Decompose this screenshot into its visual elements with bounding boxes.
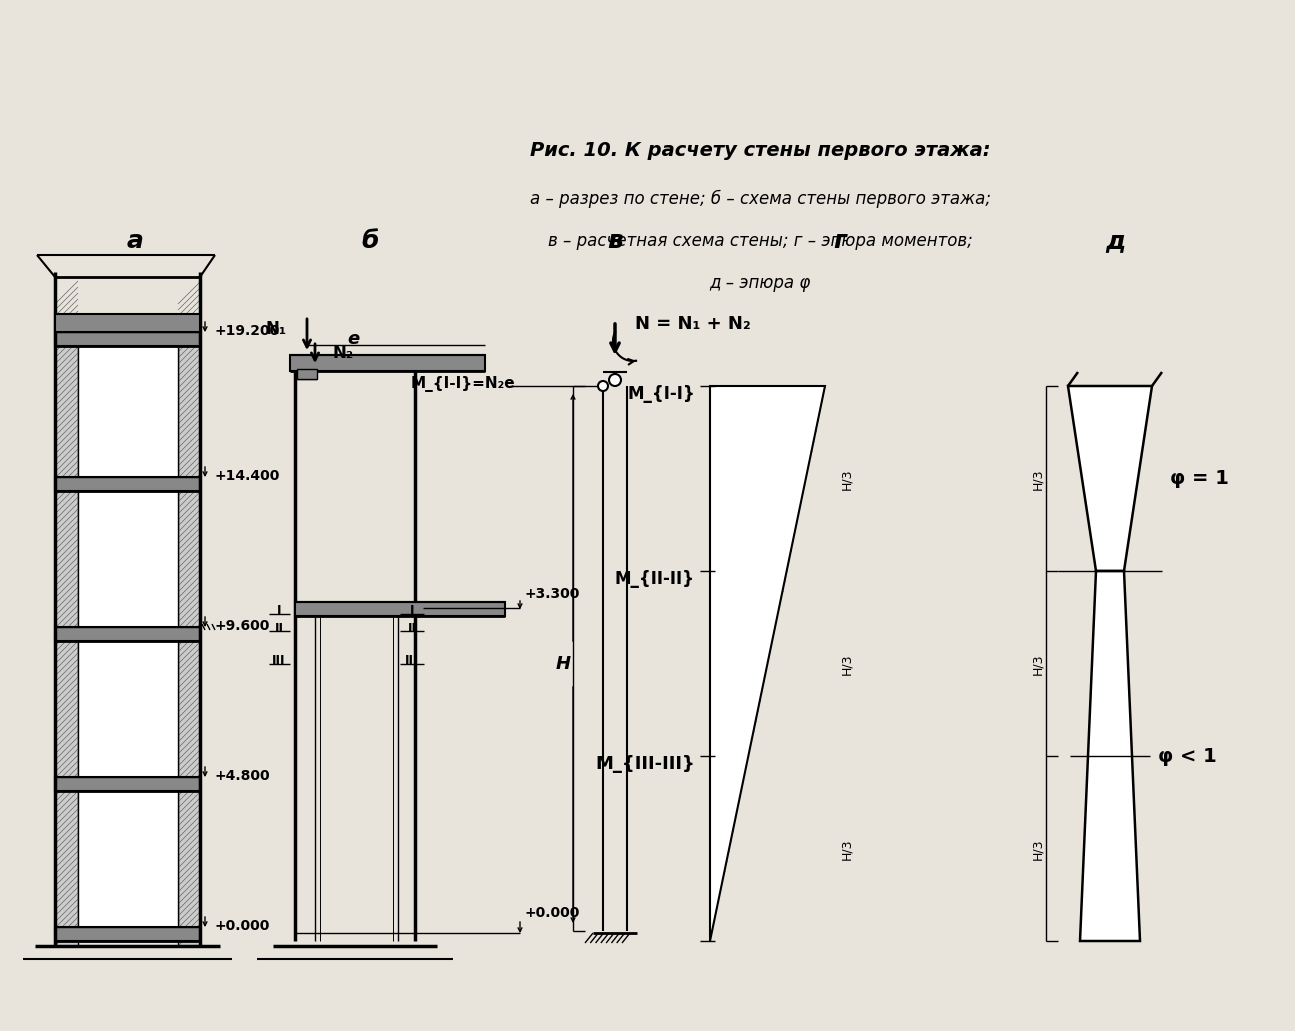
Bar [78, 346, 177, 477]
Text: д: д [1105, 229, 1125, 253]
Text: Рис. 10. К расчету стены первого этажа:: Рис. 10. К расчету стены первого этажа: [530, 141, 991, 161]
Bar [54, 332, 199, 346]
Text: в: в [607, 229, 623, 253]
Text: г: г [834, 229, 847, 253]
Text: H: H [556, 655, 571, 673]
Text: H/3: H/3 [840, 654, 853, 674]
Text: H/3: H/3 [1032, 838, 1045, 860]
Text: N = N₁ + N₂: N = N₁ + N₂ [635, 315, 751, 333]
Text: а: а [127, 229, 144, 253]
Text: M_{I-I}: M_{I-I} [627, 385, 695, 403]
Text: +9.600: +9.600 [215, 619, 271, 633]
Text: III: III [272, 655, 286, 667]
Bar [54, 314, 199, 332]
Text: +14.400: +14.400 [215, 469, 281, 483]
Text: H/3: H/3 [840, 468, 853, 490]
Text: e: e [347, 330, 359, 348]
Bar [54, 627, 199, 641]
Text: H/3: H/3 [1032, 468, 1045, 490]
Text: H/3: H/3 [1032, 654, 1045, 674]
Text: I: I [409, 604, 414, 618]
Bar [290, 355, 486, 371]
Text: I: I [277, 604, 281, 618]
Text: а – разрез по стене; б – схема стены первого этажа;: а – разрез по стене; б – схема стены пер… [530, 190, 991, 208]
Text: III: III [405, 655, 418, 667]
Text: φ = 1: φ = 1 [1169, 468, 1229, 488]
Circle shape [598, 381, 607, 391]
Text: +0.000: +0.000 [215, 919, 271, 933]
Text: N₁: N₁ [265, 320, 287, 338]
Text: H/3: H/3 [840, 838, 853, 860]
Text: N₂: N₂ [333, 344, 354, 362]
Text: +19.200: +19.200 [215, 324, 280, 338]
Text: M_{I-I}=N₂e: M_{I-I}=N₂e [411, 376, 515, 392]
Text: M_{III-III}: M_{III-III} [596, 755, 695, 773]
Text: II: II [275, 622, 284, 634]
Bar [177, 332, 199, 946]
Text: II: II [408, 622, 417, 634]
Text: +0.000: +0.000 [524, 906, 580, 920]
Text: +3.300: +3.300 [524, 587, 580, 601]
Text: M_{II-II}: M_{II-II} [615, 570, 695, 588]
Polygon shape [1080, 571, 1140, 941]
Circle shape [609, 374, 622, 386]
Bar [295, 602, 505, 616]
Text: в – расчетная схема стены; г – эпюра моментов;: в – расчетная схема стены; г – эпюра мом… [548, 232, 973, 250]
Bar [78, 641, 177, 777]
Text: φ < 1: φ < 1 [1158, 746, 1217, 765]
Text: б: б [361, 229, 378, 253]
Polygon shape [1068, 386, 1153, 571]
Bar [78, 791, 177, 927]
Polygon shape [710, 386, 825, 941]
Text: +4.800: +4.800 [215, 769, 271, 783]
Bar [54, 477, 199, 491]
Text: д – эпюра φ: д – эпюра φ [710, 274, 811, 292]
Bar [54, 332, 78, 946]
Bar [297, 369, 317, 379]
Bar [54, 927, 199, 941]
Bar [78, 491, 177, 627]
Bar [54, 777, 199, 791]
